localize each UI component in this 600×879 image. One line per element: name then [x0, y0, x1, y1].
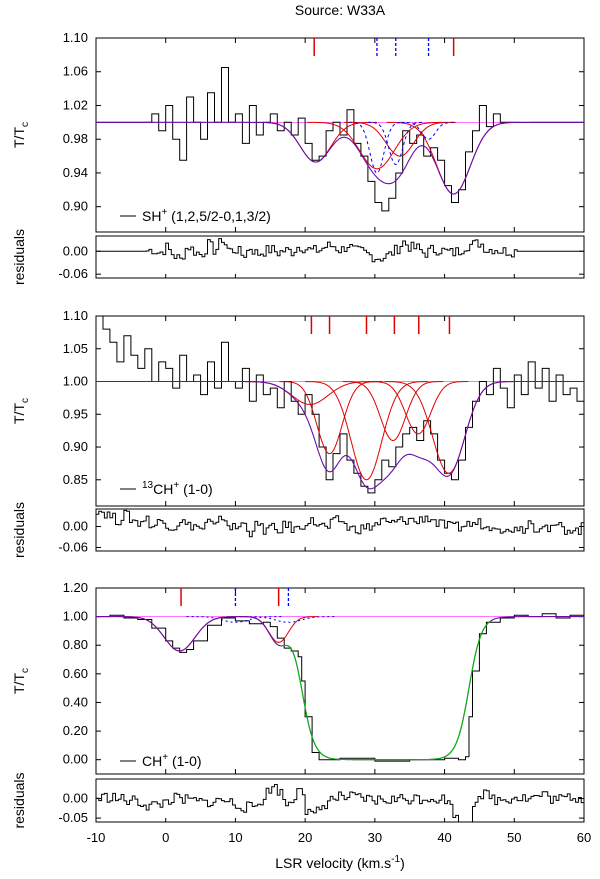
x-axis-label-exponent: -1: [391, 854, 400, 865]
component-fit-1: [307, 121, 447, 170]
residual-frame: [95, 235, 585, 279]
residuals-label: residuals: [11, 772, 27, 828]
x-tick-label: 20: [298, 830, 312, 845]
x-tick-label: 40: [437, 830, 451, 845]
x-axis-label: LSR velocity (km.s-1): [275, 854, 405, 871]
x-tick-label: 50: [507, 830, 521, 845]
x-tick-label: 60: [577, 830, 591, 845]
residual-frame: [95, 508, 585, 552]
hfs-component-1: [239, 616, 338, 623]
y-tick-label: 1.05: [63, 341, 88, 356]
legend-label: SH+ (1,2,5/2-0,1,3/2): [142, 207, 271, 224]
panel-2: 0.00 0.20 0.40 0.60 0.80 1.00 1.20 T/Tc CH+ (1-0…: [11, 580, 591, 845]
spectrum-line: [144, 67, 515, 212]
saturated-fit: [280, 621, 491, 761]
residuals-label: residuals: [11, 502, 27, 558]
y-tick-label: 1.10: [63, 30, 88, 45]
hfs-component-2: [400, 121, 457, 140]
y-tick-label: 0.80: [63, 637, 88, 652]
x-axis-label-close: ): [400, 855, 405, 871]
component-fit-1: [279, 381, 380, 455]
figure-title: Source: W33A: [295, 2, 386, 18]
y-tick-label: 1.10: [63, 308, 88, 323]
residual-y-tick-label: -0.05: [58, 810, 88, 825]
total-fit: [96, 380, 584, 490]
y-tick-label: 1.06: [63, 64, 88, 79]
x-tick-label: 30: [368, 830, 382, 845]
legend-label: 13CH+ (1-0): [142, 480, 213, 497]
plot-frame: [95, 587, 585, 775]
x-tick-label: -10: [87, 830, 106, 845]
panel-1: 0.85 0.90 0.95 1.00 1.05 1.10 T/Tc 13CH+ (1-0) 0…: [11, 308, 585, 558]
component-fit-5: [384, 381, 514, 474]
y-tick-label: 0.20: [63, 723, 88, 738]
residual-line: [96, 784, 584, 822]
residual-line: [96, 509, 584, 538]
y-tick-label: 0.00: [63, 752, 88, 767]
y-tick-label: 0.95: [63, 406, 88, 421]
y-tick-label: 1.20: [63, 580, 88, 595]
hfs-component-1: [367, 121, 424, 165]
residual-y-tick-label: -0.06: [58, 540, 88, 555]
total-fit: [96, 616, 584, 761]
component-fit-0: [254, 121, 377, 163]
y-tick-label: 1.00: [63, 609, 88, 624]
hfs-component-0: [186, 616, 285, 623]
spectrum-line: [96, 613, 584, 762]
y-tick-label: 0.98: [63, 131, 88, 146]
y-tick-label: 0.94: [63, 165, 88, 180]
y-tick-label: 0.60: [63, 666, 88, 681]
legend-label: CH+ (1-0): [142, 752, 202, 769]
y-axis-label: T/Tc: [11, 398, 31, 424]
total-fit: [96, 121, 584, 195]
x-tick-label: 0: [162, 830, 169, 845]
y-tick-label: 0.90: [63, 199, 88, 214]
residual-line: [96, 238, 584, 263]
y-tick-label: 0.40: [63, 694, 88, 709]
plot-frame: [95, 315, 585, 507]
y-axis-label: T/Tc: [11, 668, 31, 694]
y-tick-label: 1.00: [63, 374, 88, 389]
residual-y-tick-label: 0.00: [63, 519, 88, 534]
spectrum-panels: 0.90 0.94 0.98 1.02 1.06 1.10 T/Tc SH+ (1,2,5/2…: [11, 30, 591, 845]
panel-0: 0.90 0.94 0.98 1.02 1.06 1.10 T/Tc SH+ (1,2,5/2…: [11, 30, 585, 285]
y-tick-label: 0.85: [63, 472, 88, 487]
y-axis-label: T/Tc: [11, 122, 31, 148]
component-fit-3: [342, 381, 444, 441]
component-fit-0: [118, 616, 241, 652]
component-fit-4: [367, 381, 469, 435]
residual-y-tick-label: 0.00: [63, 791, 88, 806]
x-tick-label: 10: [228, 830, 242, 845]
y-tick-label: 0.90: [63, 439, 88, 454]
residual-frame: [95, 778, 585, 823]
residual-y-tick-label: -0.06: [58, 266, 88, 281]
residual-y-tick-label: 0.00: [63, 243, 88, 258]
y-tick-label: 1.02: [63, 97, 88, 112]
plot-frame: [95, 37, 585, 233]
x-axis-label-main: LSR velocity (km.s: [275, 855, 391, 871]
residuals-label: residuals: [11, 229, 27, 285]
